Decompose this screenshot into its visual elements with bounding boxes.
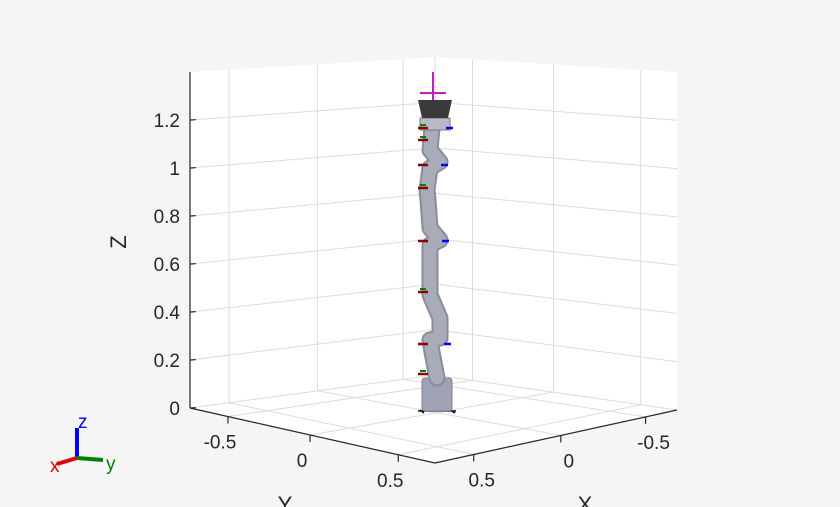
robot-gripper	[418, 100, 452, 118]
z-tick-label: 0	[169, 399, 180, 420]
z-tick-label: 0.6	[154, 255, 180, 276]
z-tick-label: 0.8	[154, 207, 180, 228]
triad-x-icon	[56, 456, 78, 466]
y-tick-label: -0.5	[204, 433, 237, 454]
z-tick-label: 1.2	[154, 111, 180, 132]
x-axis-label: X	[578, 492, 593, 507]
y-tick-label: 0	[297, 451, 308, 472]
z-tick-label: 0.2	[154, 351, 180, 372]
z-axis-label: Z	[106, 235, 131, 248]
y-axis-line	[189, 407, 436, 464]
back-left-wall	[190, 57, 435, 408]
floor-gridline-y	[398, 404, 641, 456]
triad-y-label: y	[106, 454, 116, 475]
z-tick-label: 0.4	[154, 303, 181, 324]
triad-y-icon	[76, 456, 104, 462]
back-right-wall	[435, 57, 677, 410]
z-tick-label: 1	[169, 159, 180, 180]
x-tick-label: 0.5	[469, 471, 495, 492]
triad-x-label: x	[50, 456, 60, 477]
x-tick-label: -0.5	[637, 433, 670, 454]
x-tick-label: 0	[564, 451, 575, 472]
floor-gridline-x	[317, 390, 561, 436]
y-tick-label: 0.5	[377, 471, 403, 492]
robot-links	[420, 121, 447, 385]
floor-gridline-y	[309, 391, 554, 436]
floor-gridline-x	[229, 402, 474, 456]
floor	[190, 375, 677, 463]
triad-z-label: z	[78, 412, 88, 433]
x-axis-line	[434, 409, 678, 464]
y-axis-label: Y	[278, 492, 293, 507]
